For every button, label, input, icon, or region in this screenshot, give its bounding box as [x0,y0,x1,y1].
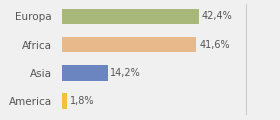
Text: 41,6%: 41,6% [199,40,230,50]
Bar [62,37,197,52]
Bar [62,65,108,81]
Bar [62,9,199,24]
Text: 1,8%: 1,8% [70,96,95,106]
Bar [62,93,67,109]
Text: 42,4%: 42,4% [202,11,232,21]
Text: 14,2%: 14,2% [110,68,141,78]
